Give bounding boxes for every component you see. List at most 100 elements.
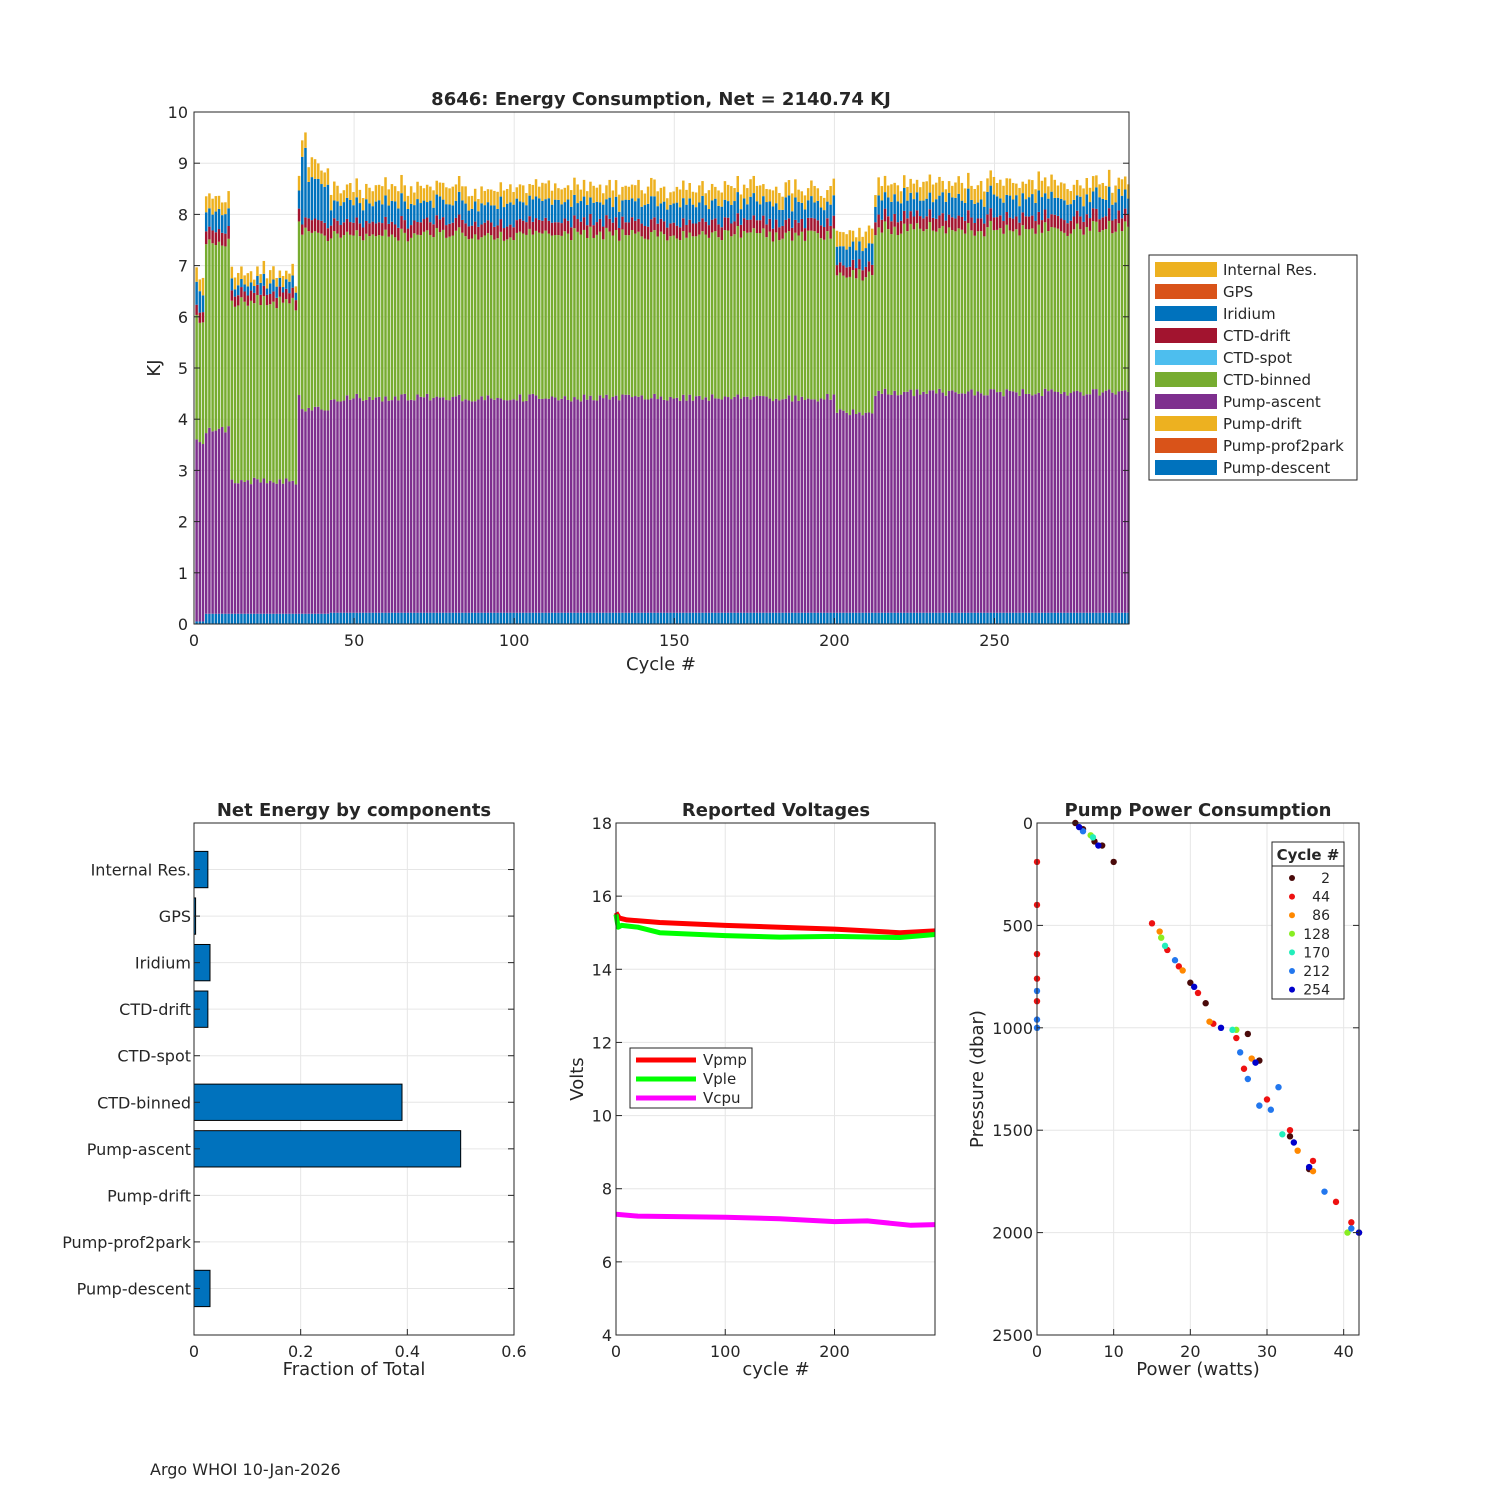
energy-bar-segment [592,185,595,203]
energy-bar-segment [256,479,259,614]
energy-bar-segment [666,240,669,401]
energy-bar-segment [698,395,701,613]
energy-bar-segment [227,238,230,427]
energy-bar-segment [976,391,980,613]
energy-bar-segment [268,270,272,284]
energy-bar-segment [842,246,845,266]
energy-bar-segment [195,281,198,305]
voltages-ytick-label: 6 [602,1253,612,1272]
pump-power-point [1348,1225,1355,1232]
energy-bar-segment [586,225,589,238]
energy-bar-segment [710,219,714,233]
energy-bar-segment [486,189,490,203]
energy-bar-segment [874,235,877,396]
energy-bar-segment [986,395,989,613]
energy-bar-segment [371,221,374,235]
energy-bar-segment [489,398,493,613]
energy-bar-segment [230,290,234,301]
energy-bar-segment [1059,393,1063,613]
energy-bar-segment [694,192,698,208]
energy-bar-segment [355,393,358,613]
energy-bar-segment [1098,395,1101,613]
energy-bar-segment [730,204,733,224]
energy-bar-segment [983,236,986,396]
energy-bar-segment [249,484,253,614]
energy-bar-segment [1114,202,1117,219]
energy-bar-segment [1018,222,1021,236]
energy-bar-segment [618,227,621,241]
energy-bar-segment [829,204,832,226]
energy-bar-segment [877,227,880,391]
energy-bar-segment [906,231,909,392]
voltages-xtick-label: 0 [611,1342,621,1361]
energy-bar-segment [903,223,906,392]
energy-bar-segment [685,204,688,225]
energy-bar-segment [909,223,912,390]
energy-bar-segment [403,185,406,202]
energy-bar-segment [877,612,880,624]
energy-bar-segment [557,400,560,613]
energy-bar-segment [236,305,240,484]
energy-bar-segment [477,239,480,400]
pump-power-point [1290,1139,1298,1146]
energy-bar-segment [720,227,723,241]
energy-bar-segment [1027,197,1031,217]
energy-bar-segment [816,200,820,221]
energy-bar-segment [569,206,573,228]
energy-bar-segment [480,612,483,624]
energy-ytick-label: 3 [178,461,188,480]
energy-bar-segment [211,198,214,215]
energy-bar-segment [1011,612,1015,624]
energy-bar-segment [198,291,202,313]
energy-bar-segment [1091,176,1095,192]
energy-bar-segment [281,483,285,614]
energy-bar-segment [208,193,211,209]
energy-bar-segment [301,409,304,614]
energy-bar-segment [611,207,615,223]
pump-power-axes-box [1036,822,1360,1336]
energy-bar-segment [1066,395,1069,613]
energy-bar-segment [992,176,996,195]
energy-bar-segment [768,612,772,624]
energy-bar-segment [240,480,243,614]
energy-bar-segment [582,394,586,613]
energy-bar-segment [637,218,640,232]
energy-bar-segment [944,612,948,624]
energy-bar-segment [669,192,672,205]
energy-bar-segment [656,191,659,207]
energy-bar-segment [275,277,278,287]
energy-bar-segment [864,248,868,267]
energy-bar-segment [976,218,980,232]
energy-bar-segment [906,391,909,613]
energy-bar-segment [291,480,294,614]
energy-xtick-label: 0 [189,631,199,650]
energy-bar-segment [377,222,381,236]
energy-bar-segment [1040,220,1044,233]
energy-bar-segment [861,415,864,613]
energy-bar-segment [704,221,707,235]
energy-bar-segment [967,172,970,189]
energy-bar-segment [563,202,567,219]
energy-bar-segment [371,234,374,401]
energy-bar-segment [323,222,326,236]
energy-bar-segment [544,217,547,231]
energy-bar-segment [919,200,922,217]
energy-bar-segment [1098,197,1101,220]
energy-bar-segment [666,209,669,228]
energy-bar-segment [778,612,781,624]
energy-bar-segment [688,232,691,395]
energy-bar-segment [589,395,592,613]
energy-bar-segment [1021,225,1024,390]
energy-ytick-label: 1 [178,564,188,583]
energy-bar-segment [650,219,653,233]
energy-bar-segment [784,182,788,198]
energy-ytick-label: 5 [178,359,188,378]
energy-bar-segment [195,314,198,440]
energy-bar-segment [304,147,307,218]
energy-bar-segment [886,612,890,624]
energy-bar-segment [566,233,570,400]
energy-bar-segment [928,209,932,222]
energy-bar-segment [505,612,509,624]
energy-bar-segment [547,398,551,613]
energy-bar-segment [329,225,333,239]
